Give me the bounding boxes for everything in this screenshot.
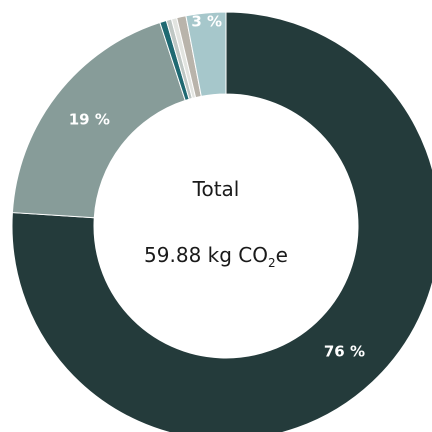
total-unit: kg [207, 243, 232, 267]
donut-slice-0 [11, 11, 432, 432]
slice-label-0: 76 % [324, 343, 365, 361]
slice-label-1: 19 % [69, 110, 110, 128]
center-total: 59.88 kg CO2e [116, 243, 316, 270]
co2-subscript: 2 [268, 256, 276, 270]
labels-layer: 76 % 19 % 3 % [69, 12, 365, 360]
slice-label-6: 3 % [191, 12, 222, 30]
co2-suffix: e [275, 243, 288, 267]
co2-prefix: CO [238, 243, 269, 267]
slices-layer [11, 11, 432, 432]
donut-slice-6 [185, 11, 227, 97]
total-value: 59.88 [144, 243, 202, 267]
center-title: Total [192, 177, 240, 201]
